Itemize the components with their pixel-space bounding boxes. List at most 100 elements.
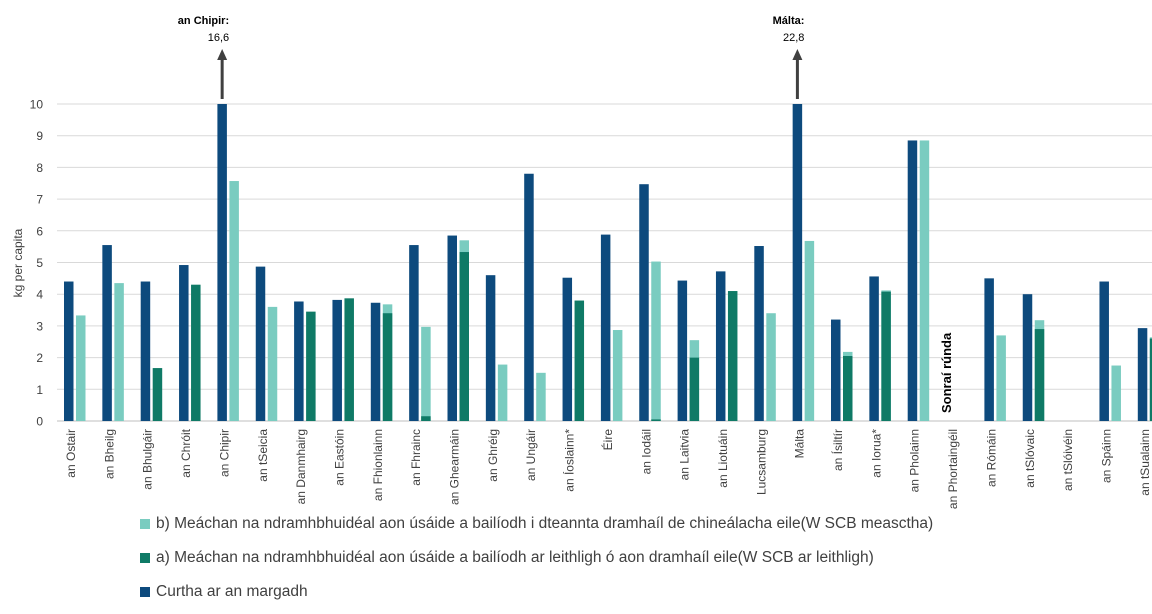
bar-collected-mixed <box>919 140 930 421</box>
legend-item-mixed: b) Meáchan na ndramhbhuidéal aon úsáide … <box>140 512 933 536</box>
bar-placed-on-market <box>715 271 726 421</box>
bar-placed-on-market <box>485 275 496 421</box>
bar-placed-on-market <box>409 245 419 421</box>
y-tick-label: 10 <box>30 98 44 112</box>
legend-label-mixed: b) Meáchan na ndramhbhuidéal aon úsáide … <box>156 515 934 532</box>
bars <box>64 104 1152 421</box>
bar-collected-mixed <box>76 315 86 421</box>
bar-collected-separately <box>727 291 738 421</box>
bar-placed-on-market <box>869 276 879 421</box>
y-tick-label: 5 <box>36 256 43 270</box>
bar-placed-on-market <box>1022 294 1033 421</box>
x-tick-label: an Liotuáin <box>716 429 730 488</box>
bar-collected-separately <box>382 313 393 421</box>
y-tick-label: 2 <box>36 351 43 365</box>
bar-placed-on-market <box>179 265 189 421</box>
bar-collected-mixed <box>612 330 623 421</box>
x-tick-label: an Íoslainn* <box>562 429 577 492</box>
bar-placed-on-market <box>754 246 764 421</box>
bar-placed-on-market <box>294 301 304 421</box>
bar-collected-separately <box>1149 338 1152 421</box>
bar-placed-on-market <box>600 234 611 421</box>
bar-placed-on-market <box>255 266 266 421</box>
chart: 0 1 2 3 4 5 6 7 8 9 10 an Ostair an Bheilg an Bhulgá… <box>11 15 1152 509</box>
bar-placed-on-market <box>370 302 381 421</box>
x-tick-label: an Danmhairg <box>294 429 308 504</box>
x-tick-label: Lucsamburg <box>754 429 768 495</box>
x-tick-label: an Ghearmáin <box>448 429 462 505</box>
y-tick-label: 7 <box>36 193 43 207</box>
legend-swatch-placed-on-market <box>140 587 150 597</box>
x-tick-label: an tSlóvaic <box>1023 429 1037 488</box>
bar-collected-mixed <box>651 261 661 421</box>
bar-collected-separately <box>344 298 354 421</box>
x-tick-label: an Ostair <box>64 429 78 478</box>
bar-placed-on-market <box>639 184 649 421</box>
x-tick-label: an tSlóivéin <box>1061 429 1075 491</box>
legend-label-placed-on-market: Curtha ar an margadh <box>156 583 308 600</box>
annotation-value: 22,8 <box>783 32 804 44</box>
x-tick-label: an Chipir <box>217 429 231 477</box>
annotation-arrow-head <box>792 49 803 60</box>
bar-placed-on-market <box>677 280 688 421</box>
confidential-note: Sonraí rúnda <box>939 332 954 413</box>
y-tick-label: 3 <box>36 319 43 333</box>
x-tick-label: an Fhrainc <box>409 429 423 486</box>
y-tick-label: 4 <box>36 288 43 302</box>
y-axis-label: kg per capita <box>11 228 25 297</box>
y-tick-label: 8 <box>36 161 43 175</box>
bar-collected-mixed <box>267 306 278 421</box>
bar-placed-on-market <box>984 278 994 421</box>
bar-placed-on-market <box>140 281 151 421</box>
bar-placed-on-market <box>64 281 74 421</box>
bar-collected-mixed <box>536 372 546 421</box>
bar-collected-mixed <box>421 326 431 421</box>
bar-collected-separately <box>881 291 891 421</box>
x-tick-label: an Iorua* <box>869 429 883 478</box>
x-tick-label: an Ghréig <box>486 429 500 482</box>
y-axis-ticks: 0 1 2 3 4 5 6 7 8 9 10 <box>30 98 44 429</box>
annotation-value: 16,6 <box>208 32 229 44</box>
bar-placed-on-market <box>447 235 457 421</box>
y-tick-label: 0 <box>36 415 43 429</box>
bar-placed-on-market <box>562 277 573 421</box>
x-tick-label: an Eastóin <box>332 429 346 486</box>
bar-placed-on-market <box>792 104 803 421</box>
bar-collected-separately <box>421 416 431 421</box>
bar-collected-separately <box>651 419 661 421</box>
annotations: an Chipir: 16,6 Málta: 22,8 <box>178 15 805 99</box>
x-tick-label: an Spáinn <box>1099 429 1113 483</box>
bar-placed-on-market <box>907 140 918 421</box>
legend-item-separate: a) Meáchan na ndramhbhuidéal aon úsáide … <box>140 546 933 570</box>
bar-collected-mixed <box>1111 365 1121 421</box>
bar-collected-separately <box>689 357 700 421</box>
bar-collected-separately <box>306 311 316 421</box>
bar-collected-separately <box>843 356 853 421</box>
bar-placed-on-market <box>524 173 534 421</box>
x-tick-label: Éire <box>600 429 615 451</box>
legend: b) Meáchan na ndramhbhuidéal aon úsáide … <box>140 512 933 614</box>
x-tick-label: an tSualainn <box>1138 429 1152 496</box>
bar-placed-on-market <box>102 245 112 421</box>
y-tick-label: 6 <box>36 224 43 238</box>
x-tick-label: an Pholainn <box>908 429 922 492</box>
bar-collected-mixed <box>804 240 815 421</box>
bar-collected-separately <box>191 284 201 421</box>
x-tick-label: an Phortaingéil <box>946 429 960 509</box>
y-tick-label: 9 <box>36 129 43 143</box>
bar-placed-on-market <box>1137 328 1148 421</box>
legend-swatch-separate <box>140 553 150 563</box>
x-tick-label: an Iodáil <box>639 429 653 474</box>
x-tick-label: an Bhulgáir <box>141 429 155 490</box>
legend-swatch-mixed <box>140 519 150 529</box>
legend-label-separate: a) Meáchan na ndramhbhuidéal aon úsáide … <box>156 549 874 566</box>
x-tick-label: an Rómáin <box>984 429 998 487</box>
bar-collected-separately <box>459 252 469 421</box>
bar-placed-on-market <box>1099 281 1109 421</box>
bar-collected-mixed <box>497 364 508 421</box>
annotation-label: an Chipir: <box>178 15 229 27</box>
x-tick-label: an Laitvia <box>678 429 692 481</box>
x-tick-label: an tSeicia <box>256 429 270 482</box>
legend-item-placed-on-market: Curtha ar an margadh <box>140 580 933 604</box>
annotation-label: Málta: <box>773 15 805 27</box>
